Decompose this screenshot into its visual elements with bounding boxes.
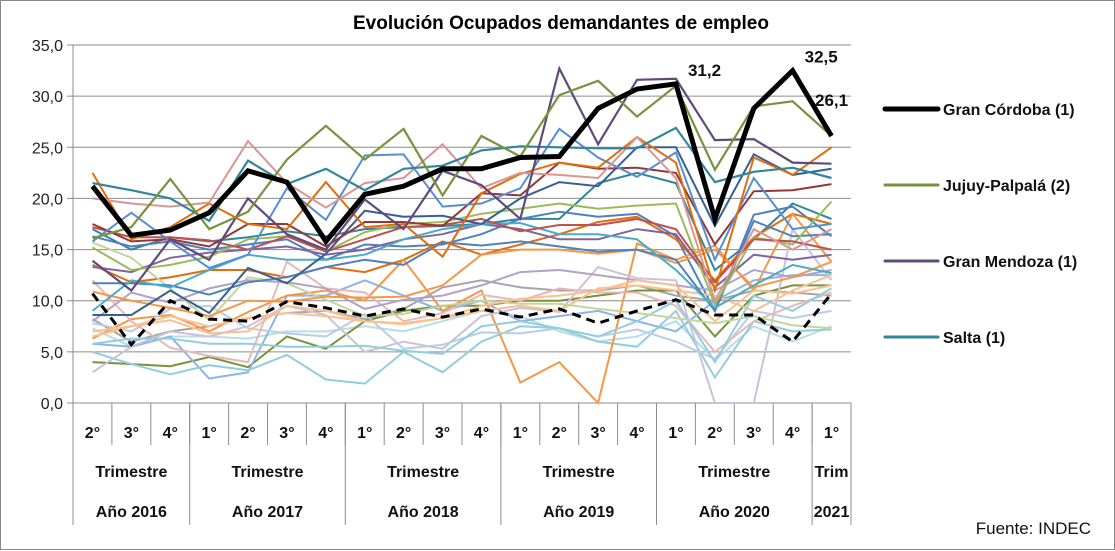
legend: Gran Córdoba (1) Jujuy-Palpalá (2) Gran Me…	[882, 102, 1077, 347]
gridlines	[67, 44, 851, 404]
data-labels: 31,2 32,5 26,1	[688, 48, 848, 110]
series-line-gran-mendoza-1	[91, 65, 832, 293]
chart-title: Evolución Ocupados demandantes de empleo	[353, 13, 769, 34]
legend-label: Gran Córdoba (1)	[943, 102, 1075, 119]
series-lines	[90, 65, 834, 406]
x-axis: 2° 3° 4° 1° 2° 3° 4° 1° 2° 3° 4° 1° 2° 3° 4° 1° 2° 3° 4° 1°…	[72, 403, 852, 525]
legend-label: Gran Mendoza (1)	[943, 254, 1077, 271]
x-quarter-label: 1°	[513, 425, 528, 442]
series-line	[92, 304, 832, 361]
y-tick-label: 5,0	[41, 345, 63, 362]
x-quarter-label: 2°	[240, 425, 255, 442]
x-group-label-year: Año 2018	[388, 504, 459, 521]
data-label: 26,1	[815, 91, 848, 110]
legend-label: Jujuy-Palpalá (2)	[943, 178, 1070, 195]
x-group-label-year: Año 2020	[699, 504, 770, 521]
y-tick-label: 0,0	[41, 396, 63, 413]
x-quarter-label: 2°	[396, 425, 411, 442]
series-line	[91, 226, 833, 404]
x-quarter-label: 1°	[668, 425, 683, 442]
x-quarter-label: 1°	[824, 425, 839, 442]
series-line	[91, 292, 833, 348]
x-quarter-label: 2°	[552, 425, 567, 442]
series-line	[92, 146, 832, 316]
x-quarter-label: 3°	[124, 425, 139, 442]
data-label: 31,2	[688, 61, 721, 80]
y-tick-label: 25,0	[32, 140, 63, 157]
x-quarter-label: 3°	[591, 425, 606, 442]
series-line-jujuy-palpal-2	[92, 79, 833, 240]
series-line-gran-c-rdoba-1	[90, 66, 834, 246]
x-group-label-year: Año 2016	[96, 504, 167, 521]
x-quarter-label: 3°	[435, 425, 450, 442]
x-quarter-label: 3°	[746, 425, 761, 442]
y-tick-label: 30,0	[32, 89, 63, 106]
series-line	[92, 287, 833, 365]
series-line	[92, 161, 832, 248]
y-tick-label: 20,0	[32, 191, 63, 208]
x-group-label-trimestre: Trimestre	[387, 464, 459, 481]
y-tick-label: 35,0	[32, 38, 63, 55]
x-quarter-label: 3°	[279, 425, 294, 442]
y-axis-ticks: 0,0 5,0 10,0 15,0 20,0 25,0 30,0 35,0	[32, 38, 63, 413]
x-group-label-year: 2021	[814, 504, 850, 521]
x-group-label-trimestre: Trim	[815, 464, 849, 481]
x-quarter-label: 2°	[707, 425, 722, 442]
x-quarter-label: 2°	[85, 425, 100, 442]
series-line	[92, 211, 833, 406]
x-group-label-trimestre: Trimestre	[543, 464, 615, 481]
x-quarter-label: 1°	[357, 425, 372, 442]
series-line-salta-1	[92, 126, 832, 223]
series-line	[92, 309, 832, 385]
series-line	[91, 127, 832, 270]
y-tick-label: 10,0	[32, 294, 63, 311]
series-line	[92, 274, 832, 380]
x-quarter-label: 4°	[629, 425, 644, 442]
legend-label: Salta (1)	[943, 330, 1005, 347]
series-line	[92, 248, 832, 318]
x-group-label-trimestre: Trimestre	[698, 464, 770, 481]
x-group-label-trimestre: Trimestre	[95, 464, 167, 481]
data-label: 32,5	[805, 48, 838, 67]
x-quarter-label: 4°	[318, 425, 333, 442]
series-line	[91, 200, 833, 308]
x-quarter-label: 4°	[785, 425, 800, 442]
x-group-label-year: Año 2019	[543, 504, 614, 521]
x-group-label-trimestre: Trimestre	[231, 464, 303, 481]
x-quarter-label: 1°	[202, 425, 217, 442]
x-quarter-label: 4°	[163, 425, 178, 442]
source-note: Fuente: INDEC	[976, 519, 1091, 538]
x-group-label-year: Año 2017	[232, 504, 303, 521]
x-quarter-label: 4°	[474, 425, 489, 442]
y-tick-label: 15,0	[32, 243, 63, 260]
